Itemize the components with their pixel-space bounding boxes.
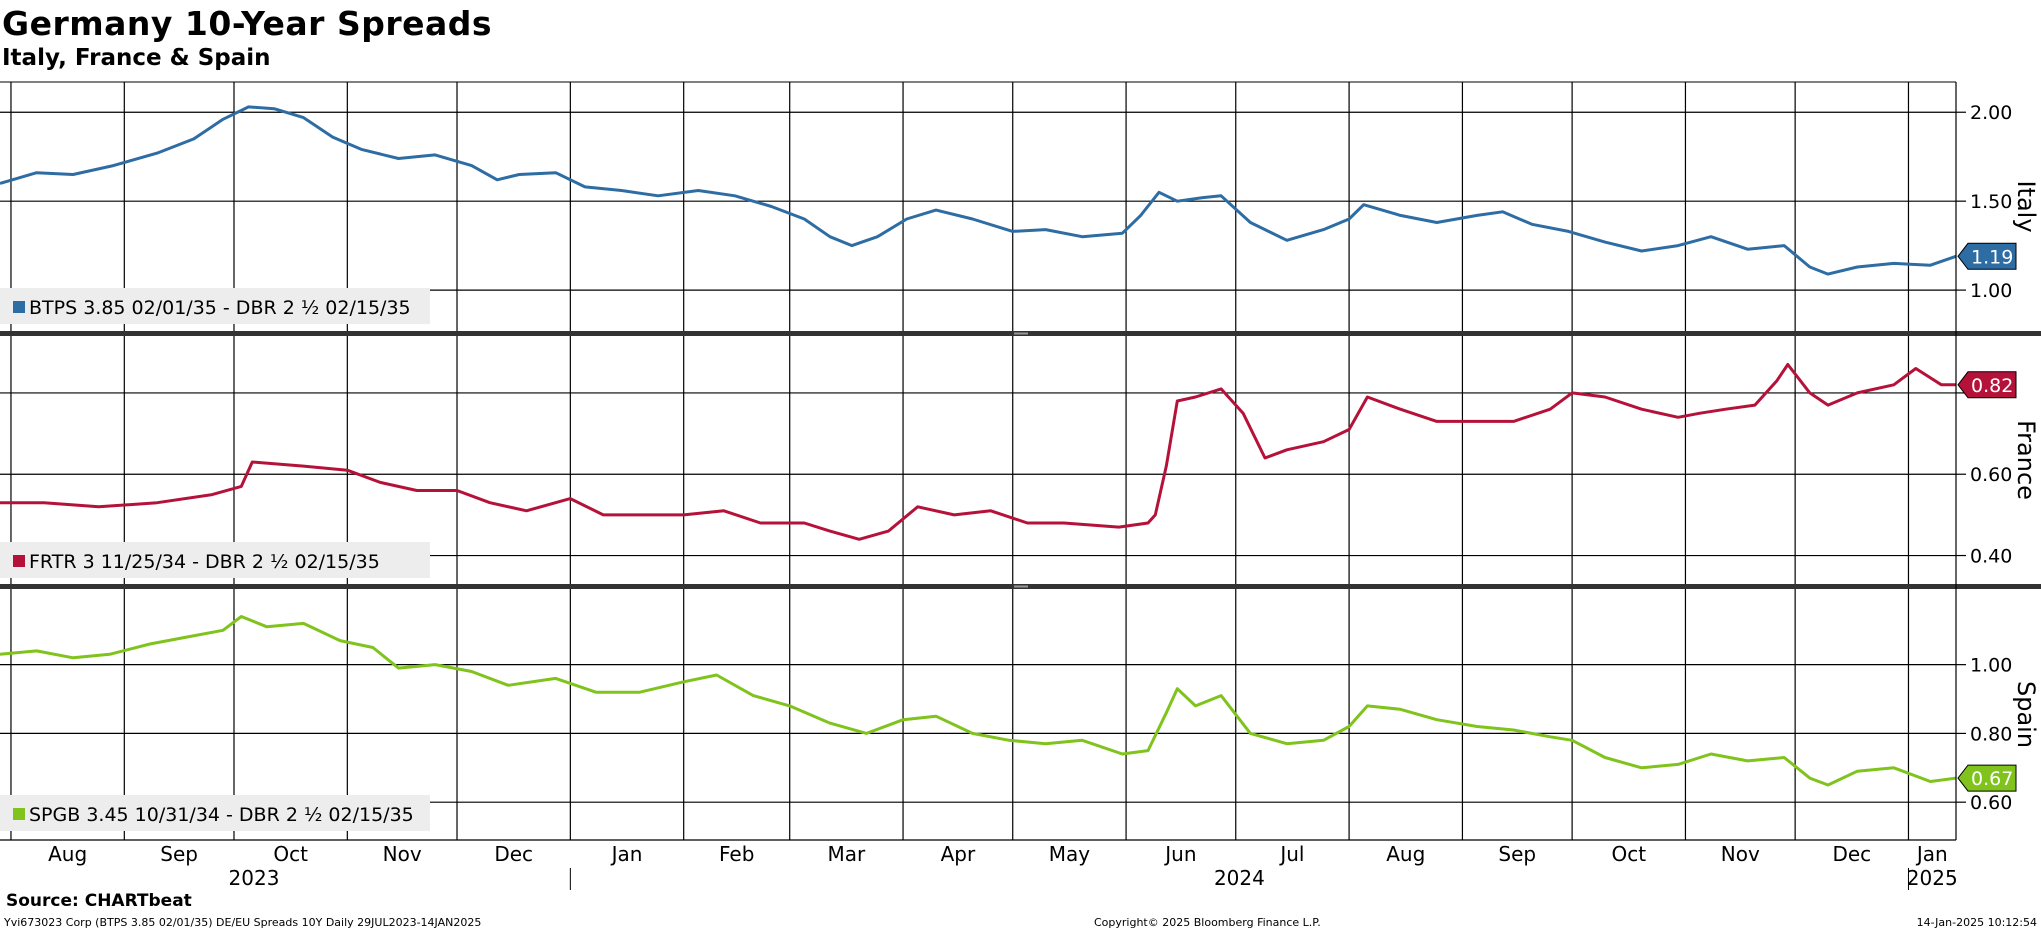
x-tick-label: Dec [494,842,533,866]
legend-background [0,795,430,831]
x-tick-label: Jan [610,842,643,866]
x-tick-label: Nov [383,842,422,866]
panel-separator-grip [1014,585,1028,588]
source-note: Source: CHARTbeat [6,891,192,911]
legend-label: FRTR 3 11/25/34 - DBR 2 ½ 02/15/35 [29,551,380,573]
y-tick-label: 0.60 [1970,792,2012,814]
x-year-label: 2023 [229,866,280,890]
legend-background [0,288,430,324]
legend-label: BTPS 3.85 02/01/35 - DBR 2 ½ 02/15/35 [29,297,411,319]
footer-timestamp: 14-Jan-2025 10:12:54 [1916,916,2037,929]
x-tick-label: Apr [941,842,976,866]
panel-separator-grip [1014,332,1028,335]
spain-last-value-tag: 0.67 [1957,764,2017,792]
x-tick-label: Oct [1611,842,1646,866]
y-tick-label: 2.00 [1970,102,2012,124]
y-tick-label: 1.00 [1970,280,2012,302]
italy-axis-title: Italy [2012,180,2040,232]
last-value-badge [1957,764,2017,792]
legend-swatch [13,301,25,313]
spain-legend: SPGB 3.45 10/31/34 - DBR 2 ½ 02/15/35 [0,795,430,831]
last-value-badge [1957,242,2017,270]
y-tick-label: 1.50 [1970,191,2012,213]
y-tick-label: 0.80 [1970,723,2012,745]
france-series-line [0,363,1956,541]
x-tick-label: Oct [273,842,308,866]
last-value-label: 0.82 [1971,375,2013,397]
last-value-label: 0.67 [1971,768,2013,790]
x-tick-label: Jun [1163,842,1196,866]
france-axis-title: France [2012,420,2040,500]
france-legend: FRTR 3 11/25/34 - DBR 2 ½ 02/15/35 [0,542,430,578]
italy-legend: BTPS 3.85 02/01/35 - DBR 2 ½ 02/15/35 [0,288,430,324]
x-year-label: 2025 [1907,866,1958,890]
footer-security-info: Yvi673023 Corp (BTPS 3.85 02/01/35) DE/E… [4,916,482,929]
x-tick-label: Jul [1278,842,1304,866]
chart-subtitle: Italy, France & Spain [2,45,271,71]
y-tick-label: 0.40 [1970,546,2012,568]
france-last-value-tag: 0.82 [1957,371,2017,399]
footer-copyright: Copyright© 2025 Bloomberg Finance L.P. [1094,916,1321,929]
x-tick-label: Sep [160,842,198,866]
last-value-badge [1957,371,2017,399]
x-tick-label: Mar [828,842,867,866]
x-tick-label: Aug [1386,842,1425,866]
chart-title: Germany 10-Year Spreads [2,4,493,43]
x-tick-label: Feb [719,842,754,866]
y-tick-label: 1.00 [1970,655,2012,677]
italy-last-value-tag: 1.19 [1957,242,2017,270]
x-tick-label: Sep [1498,842,1536,866]
spain-series-line [0,615,1957,787]
y-tick-label: 0.60 [1970,464,2012,486]
x-tick-label: Dec [1832,842,1871,866]
legend-label: SPGB 3.45 10/31/34 - DBR 2 ½ 02/15/35 [29,804,414,826]
last-value-label: 1.19 [1971,246,2013,268]
x-tick-label: Nov [1721,842,1760,866]
legend-swatch [13,808,25,820]
x-tick-label: Jan [1915,842,1948,866]
x-tick-label: Aug [48,842,87,866]
x-tick-label: May [1049,842,1091,866]
italy-series-line [0,105,1957,276]
spain-axis-title: Spain [2012,681,2040,748]
legend-swatch [13,555,25,567]
x-year-label: 2024 [1214,866,1265,890]
legend-background [0,542,430,578]
